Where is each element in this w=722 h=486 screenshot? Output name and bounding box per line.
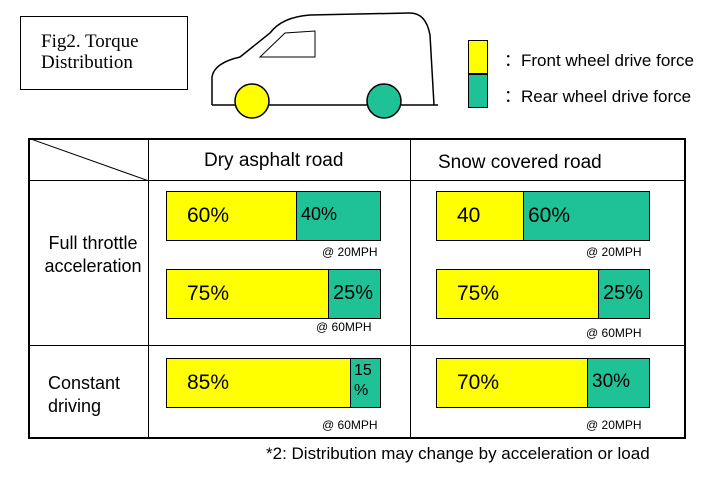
table-left-border: [28, 138, 30, 439]
rear-value-label: 60%: [528, 204, 571, 227]
front-wheel-icon: [234, 83, 270, 119]
table-col-divider-1: [148, 138, 149, 439]
rear-value-label: 15 %: [354, 362, 372, 399]
speed-label: @ 60MPH: [322, 418, 378, 432]
figure-title-line1: Fig2. Torque: [41, 31, 139, 52]
car-front-window: [258, 30, 316, 58]
front-value-label: 75%: [457, 282, 500, 305]
front-value-label: 40: [457, 204, 481, 227]
torque-bar: 70% 30%: [436, 358, 650, 408]
front-bar-segment: 60%: [167, 192, 296, 240]
figure-title-box: Fig2. Torque Distribution: [20, 16, 188, 90]
torque-bar: 85% 15 %: [166, 358, 381, 408]
row-header-constant: Constant driving: [48, 372, 120, 418]
rear-value-label: 30%: [592, 371, 631, 392]
table-bottom-border: [28, 437, 685, 439]
rear-value-label: 40%: [301, 204, 338, 224]
table-header-divider: [28, 180, 685, 181]
front-value-label: 85%: [187, 371, 230, 394]
rear-bar-segment: 30%: [587, 359, 649, 407]
column-header-dry: Dry asphalt road: [204, 150, 344, 171]
rear-bar-segment: 25%: [598, 270, 649, 318]
car-body-outline: [211, 12, 435, 106]
front-bar-segment: 75%: [437, 270, 598, 318]
front-bar-segment: 75%: [167, 270, 328, 318]
torque-bar: 40 60%: [436, 191, 650, 241]
figure-title-line2: Distribution: [41, 52, 133, 73]
legend-front-label: ：Front wheel drive force: [504, 51, 694, 70]
front-value-label: 75%: [187, 282, 230, 305]
legend-rear-label: ：Rear wheel drive force: [504, 87, 692, 106]
rear-bar-segment: 60%: [523, 192, 649, 240]
table-row-divider: [28, 345, 685, 346]
front-bar-segment: 70%: [437, 359, 587, 407]
speed-label: @ 60MPH: [586, 326, 642, 340]
rear-wheel-icon: [366, 83, 402, 119]
front-value-label: 60%: [187, 204, 230, 227]
torque-bar: 75% 25%: [436, 269, 650, 319]
row-header-full-throttle-line1: Full throttle: [48, 233, 138, 253]
torque-bar: 60% 40%: [166, 191, 381, 241]
row-header-constant-line2: driving: [48, 396, 102, 416]
row-header-full-throttle: Full throttle acceleration: [34, 232, 152, 278]
table-col-divider-2: [410, 138, 411, 439]
torque-bar: 75% 25%: [166, 269, 381, 319]
rear-bar-segment: 40%: [296, 192, 380, 240]
rear-bar-segment: 25%: [328, 270, 380, 318]
rear-value-label: 25%: [333, 282, 374, 304]
footnote: *2: Distribution may change by accelerat…: [266, 444, 650, 463]
table-right-border: [684, 138, 686, 439]
speed-label: @ 20MPH: [586, 245, 642, 259]
rear-bar-segment: 15 %: [350, 359, 380, 407]
legend-front-swatch: [468, 40, 488, 74]
table-top-border: [28, 138, 685, 140]
front-bar-segment: 40: [437, 192, 523, 240]
legend-rear-swatch: [468, 74, 488, 108]
speed-label: @ 60MPH: [316, 320, 372, 334]
front-bar-segment: 85%: [167, 359, 350, 407]
column-header-snow: Snow covered road: [438, 152, 602, 173]
rear-value-label: 25%: [603, 282, 644, 304]
front-value-label: 70%: [457, 371, 500, 394]
speed-label: @ 20MPH: [586, 418, 642, 432]
speed-label: @ 20MPH: [322, 245, 378, 259]
table-corner-diagonal: [28, 138, 149, 181]
car-illustration: [211, 12, 438, 119]
row-header-full-throttle-line2: acceleration: [44, 256, 142, 276]
row-header-constant-line1: Constant: [48, 373, 121, 393]
